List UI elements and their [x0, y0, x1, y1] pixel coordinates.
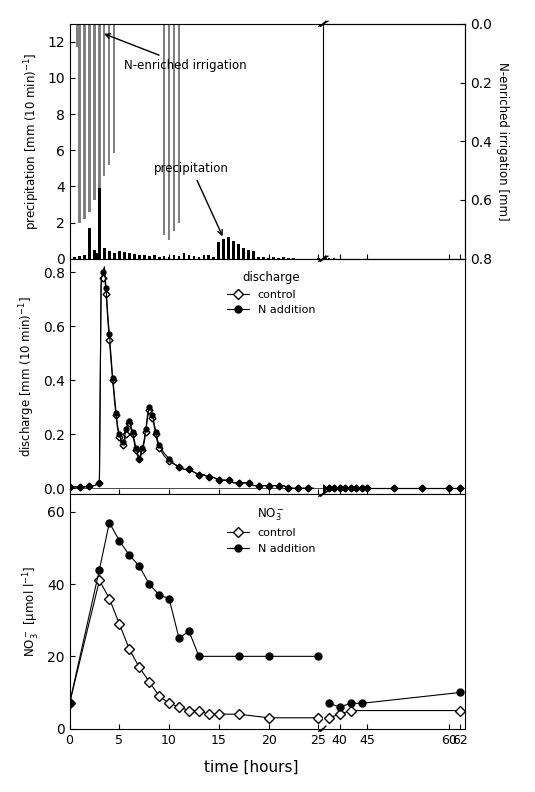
- Bar: [83, 24, 86, 219]
- Bar: [277, 258, 280, 259]
- Bar: [113, 253, 116, 259]
- Bar: [98, 24, 101, 188]
- Bar: [323, 258, 324, 259]
- Bar: [77, 24, 79, 48]
- Bar: [212, 257, 215, 259]
- Bar: [242, 248, 245, 259]
- Bar: [143, 255, 146, 259]
- Bar: [282, 257, 285, 259]
- Bar: [317, 258, 320, 259]
- Bar: [113, 24, 116, 153]
- Bar: [223, 239, 225, 259]
- Bar: [96, 253, 99, 259]
- Bar: [253, 252, 255, 259]
- Bar: [178, 24, 180, 223]
- Bar: [167, 257, 171, 259]
- Y-axis label: N-enriched irrigation [mm]: N-enriched irrigation [mm]: [496, 62, 509, 220]
- Bar: [98, 24, 101, 259]
- Bar: [232, 241, 235, 259]
- Bar: [79, 24, 81, 223]
- Bar: [103, 248, 106, 259]
- Y-axis label: precipitation [mm (10 min)$^{-1}$]: precipitation [mm (10 min)$^{-1}$]: [22, 52, 42, 230]
- Bar: [197, 257, 200, 259]
- Bar: [178, 256, 180, 259]
- Bar: [118, 252, 121, 259]
- Bar: [257, 257, 260, 259]
- Bar: [287, 258, 290, 259]
- Bar: [123, 253, 126, 259]
- Bar: [238, 244, 240, 259]
- Bar: [103, 24, 105, 177]
- Bar: [173, 255, 175, 259]
- Bar: [267, 258, 270, 259]
- Bar: [158, 257, 160, 259]
- Bar: [173, 24, 175, 230]
- Bar: [203, 255, 205, 259]
- Bar: [208, 255, 210, 259]
- Bar: [217, 242, 220, 259]
- Y-axis label: discharge [mm (10 min)$^{-1}$]: discharge [mm (10 min)$^{-1}$]: [18, 296, 37, 456]
- Text: N-enriched irrigation: N-enriched irrigation: [105, 34, 247, 72]
- Bar: [262, 257, 265, 259]
- Bar: [148, 256, 150, 259]
- Bar: [163, 256, 165, 259]
- Bar: [93, 24, 96, 200]
- Bar: [93, 249, 96, 259]
- Bar: [108, 252, 111, 259]
- Legend: control, N addition: control, N addition: [223, 501, 320, 558]
- Bar: [128, 253, 131, 259]
- Bar: [247, 249, 250, 259]
- Bar: [78, 256, 81, 259]
- Text: time [hours]: time [hours]: [204, 760, 299, 775]
- Bar: [83, 255, 86, 259]
- Bar: [182, 253, 186, 259]
- Bar: [168, 24, 170, 240]
- Y-axis label: NO$_3^-$ [μmol l$^{-1}$]: NO$_3^-$ [μmol l$^{-1}$]: [21, 565, 42, 657]
- Bar: [88, 228, 91, 259]
- Bar: [227, 237, 230, 259]
- Legend: control, N addition: control, N addition: [223, 267, 320, 320]
- Bar: [188, 255, 190, 259]
- Bar: [153, 255, 156, 259]
- Bar: [108, 24, 110, 165]
- Bar: [88, 24, 90, 211]
- Bar: [163, 24, 165, 235]
- Text: precipitation: precipitation: [154, 162, 229, 235]
- Bar: [272, 257, 275, 259]
- Bar: [292, 258, 295, 259]
- Bar: [73, 257, 76, 259]
- Bar: [193, 256, 195, 259]
- Bar: [138, 255, 141, 259]
- Bar: [133, 254, 136, 259]
